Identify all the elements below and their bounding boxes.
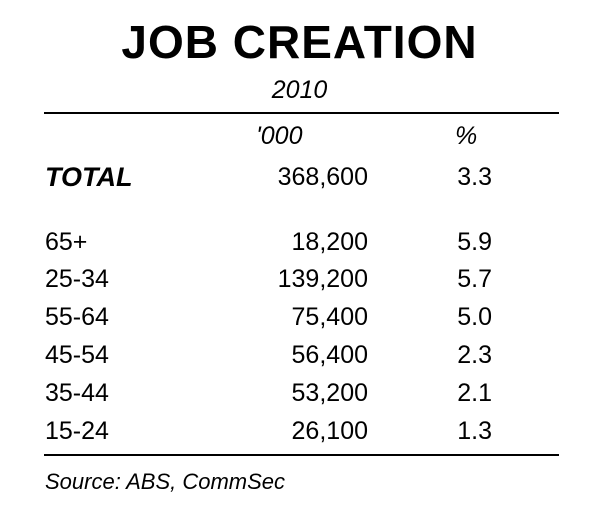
bottom-rule [44, 454, 559, 456]
total-percent: 3.3 [457, 163, 492, 191]
row-percent: 2.1 [457, 379, 492, 407]
row-label: 15-24 [45, 417, 109, 445]
top-rule [44, 112, 559, 114]
row-label: 25-34 [45, 265, 109, 293]
row-thousands: 139,200 [277, 265, 368, 293]
row-percent: 5.7 [457, 265, 492, 293]
total-thousands: 368,600 [277, 163, 368, 191]
row-thousands: 75,400 [291, 303, 368, 331]
column-header-thousands: '000 [256, 122, 303, 150]
table-subtitle: 2010 [271, 76, 328, 104]
row-label: 55-64 [45, 303, 109, 331]
source-note: Source: ABS, CommSec [45, 469, 286, 494]
row-percent: 1.3 [457, 417, 492, 445]
row-thousands: 53,200 [291, 379, 368, 407]
table-title: JOB CREATION [121, 16, 478, 68]
row-label: 45-54 [45, 341, 109, 369]
row-thousands: 56,400 [291, 341, 368, 369]
column-header-percent: % [455, 122, 478, 150]
row-thousands: 18,200 [291, 228, 368, 256]
row-percent: 2.3 [457, 341, 492, 369]
row-label: 65+ [45, 228, 88, 256]
row-label: 35-44 [45, 379, 109, 407]
row-thousands: 26,100 [291, 417, 368, 445]
row-percent: 5.0 [457, 303, 492, 331]
total-label: TOTAL [45, 162, 133, 192]
row-percent: 5.9 [457, 228, 492, 256]
